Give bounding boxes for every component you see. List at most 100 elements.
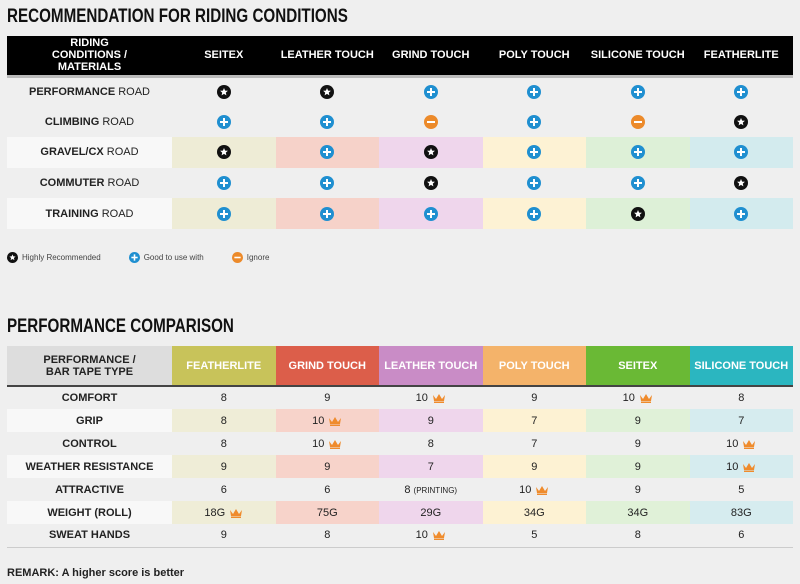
score-cell: 10 [483, 478, 587, 501]
row-label: GRAVEL/CX ROAD [7, 137, 172, 168]
score-cell: 8 [586, 524, 690, 548]
score-value: 5 [738, 483, 745, 496]
score-cell: 8 [172, 409, 276, 432]
score-value: 5 [531, 529, 538, 542]
score-value: 10 [415, 529, 428, 542]
score-value: 6 [738, 529, 745, 542]
rating-cell [172, 76, 276, 107]
crown-icon [432, 530, 446, 541]
rating-cell [276, 107, 380, 138]
star-icon [630, 206, 645, 221]
table-row: ATTRACTIVE 6 6 8 (PRINTING) 10 9 5 [7, 478, 793, 501]
score-cell: 10 [275, 409, 379, 432]
plus-icon [320, 176, 335, 191]
crown-icon [432, 393, 446, 404]
table-row: SWEAT HANDS 9 8 10 5 8 6 [7, 524, 793, 548]
score-cell: 10 [379, 386, 483, 409]
legend-label: Good to use with [143, 253, 204, 262]
plus-icon [423, 206, 438, 221]
row-label-rest: ROAD [99, 115, 135, 128]
score-value: 6 [220, 483, 227, 496]
score-cell: 10 [379, 524, 483, 548]
crown-icon [535, 485, 549, 495]
score-value: 8 [634, 529, 641, 542]
score-cell: 5 [482, 524, 586, 548]
score-cell: 7 [379, 455, 483, 478]
column-header-grind-touch: GRIND TOUCH [379, 36, 483, 78]
score-value: 9 [634, 460, 641, 473]
score-cell: 83G [689, 501, 793, 524]
score-cell: 10 [586, 386, 690, 409]
table-row: CONTROL 8 10 8 7 9 10 [7, 432, 793, 455]
score-cell: 9 [586, 455, 690, 478]
rating-cell [275, 137, 379, 168]
plus-icon [527, 206, 542, 221]
score-cell: 34G [586, 501, 690, 524]
row-label-rest: ROAD [103, 146, 139, 159]
score-value: 9 [324, 392, 331, 404]
minus-icon [423, 114, 438, 129]
score-value: 75G [316, 506, 338, 519]
score-value: 10 [415, 392, 428, 404]
plus-icon [734, 206, 749, 221]
rating-cell [690, 107, 794, 138]
star-icon [320, 85, 335, 100]
row-label-rest: ROAD [115, 86, 150, 99]
column-header-poly-touch: POLY TOUCH [482, 36, 586, 78]
table-row: COMMUTER ROAD [7, 168, 793, 199]
rating-cell [172, 168, 276, 199]
legend-label: Highly Recommended [22, 253, 101, 262]
score-note: (PRINTING) [413, 485, 458, 495]
table-row: COMFORT 8 9 10 9 10 8 [7, 386, 793, 409]
column-header-featherlite: FEATHERLITE [689, 36, 793, 78]
plus-icon [734, 145, 749, 160]
rating-cell [379, 137, 483, 168]
score-cell: 6 [689, 524, 793, 548]
score-cell: 8 [690, 386, 794, 409]
rating-cell [172, 107, 276, 138]
score-cell: 9 [586, 432, 690, 455]
score-value: 34G [627, 506, 649, 519]
rating-cell [690, 168, 794, 199]
score-value: 9 [634, 483, 641, 496]
row-label: TRAINING ROAD [7, 198, 172, 229]
rating-cell [586, 137, 690, 168]
row-label: COMMUTER ROAD [7, 168, 172, 199]
score-value: 7 [531, 437, 538, 450]
score-value: 8 [427, 437, 434, 450]
star-icon [216, 145, 231, 160]
rating-cell [275, 198, 379, 229]
row-label: CLIMBING ROAD [7, 107, 172, 138]
row-label-bold: CLIMBING [44, 115, 100, 128]
score-cell: 8 [172, 432, 276, 455]
score-cell: 9 [275, 455, 379, 478]
score-value: 7 [427, 460, 434, 473]
rating-cell [379, 168, 483, 199]
legend: Highly Recommended Good to use with Ignore [7, 252, 297, 263]
rating-cell [689, 198, 793, 229]
score-cell: 75G [275, 501, 379, 524]
table-row: GRAVEL/CX ROAD [7, 137, 793, 168]
score-value: 8 [738, 392, 745, 404]
score-value: 7 [531, 414, 538, 427]
score-value: 9 [531, 392, 538, 404]
plus-icon [630, 176, 645, 191]
score-value: 8 [220, 392, 227, 404]
minus-icon [630, 114, 645, 129]
score-cell: 9 [276, 386, 380, 409]
legend-item: Good to use with [128, 252, 204, 263]
row-label: COMFORT [61, 392, 118, 404]
score-cell: 9 [483, 386, 587, 409]
rating-cell [379, 76, 483, 107]
score-value: 8 [220, 437, 227, 450]
score-value: 9 [427, 414, 434, 427]
crown-icon [742, 439, 756, 449]
plus-icon [216, 176, 231, 191]
legend-item: Highly Recommended [7, 252, 101, 263]
score-value: 10 [622, 392, 635, 404]
row-label: WEIGHT (ROLL) [7, 501, 172, 524]
table-row: WEIGHT (ROLL) 18G 75G 29G 34G 34G 83G [7, 501, 793, 524]
score-value: 9 [634, 414, 641, 427]
score-cell: 5 [690, 478, 794, 501]
star-icon [7, 252, 18, 263]
